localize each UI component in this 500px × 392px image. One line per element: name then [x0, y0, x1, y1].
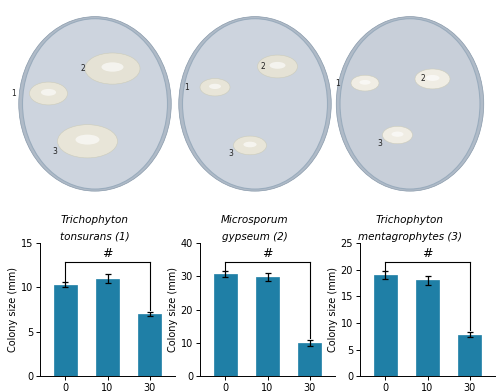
Text: 3: 3 — [52, 147, 58, 156]
Y-axis label: Colony size (mm): Colony size (mm) — [168, 267, 178, 352]
Bar — [256, 277, 279, 376]
Ellipse shape — [258, 55, 298, 78]
Ellipse shape — [234, 136, 266, 155]
Text: tonsurans (1): tonsurans (1) — [60, 232, 130, 242]
Ellipse shape — [58, 125, 118, 158]
Bar — [298, 343, 322, 376]
Text: 1: 1 — [335, 79, 340, 87]
Bar — [416, 280, 439, 376]
Ellipse shape — [30, 82, 68, 105]
Y-axis label: Colony size (mm): Colony size (mm) — [328, 267, 338, 352]
Ellipse shape — [22, 19, 168, 189]
Text: 2: 2 — [260, 62, 265, 71]
Bar — [214, 274, 237, 376]
Text: #: # — [422, 247, 433, 260]
Bar — [96, 279, 119, 376]
Text: 1: 1 — [11, 89, 16, 98]
Text: 10 μg/mL: 10 μg/mL — [230, 6, 280, 16]
Ellipse shape — [200, 78, 230, 96]
Text: mentagrophytes (3): mentagrophytes (3) — [358, 232, 462, 242]
Ellipse shape — [360, 80, 370, 85]
Text: 3: 3 — [228, 149, 234, 158]
Text: Trichophyton: Trichophyton — [61, 215, 129, 225]
Bar — [138, 314, 162, 376]
Text: gypseum (2): gypseum (2) — [222, 232, 288, 242]
Text: 0 μg/mL: 0 μg/mL — [74, 6, 116, 16]
Text: 30 μg/mL: 30 μg/mL — [386, 6, 434, 16]
Text: 2: 2 — [80, 64, 85, 73]
Text: #: # — [102, 247, 113, 260]
Bar — [374, 275, 397, 376]
Ellipse shape — [340, 19, 480, 189]
Ellipse shape — [392, 132, 404, 137]
Bar — [458, 335, 481, 376]
Text: #: # — [262, 247, 273, 260]
Ellipse shape — [19, 16, 171, 191]
Ellipse shape — [179, 16, 331, 191]
Ellipse shape — [102, 62, 124, 72]
Ellipse shape — [244, 142, 256, 147]
Bar — [54, 285, 77, 376]
Text: 1: 1 — [184, 83, 189, 92]
Text: 3: 3 — [378, 139, 382, 148]
Ellipse shape — [85, 53, 140, 84]
Ellipse shape — [209, 84, 221, 89]
Ellipse shape — [76, 134, 100, 145]
Text: Trichophyton: Trichophyton — [376, 215, 444, 225]
Text: A: A — [5, 6, 17, 21]
Text: Microsporum: Microsporum — [221, 215, 289, 225]
Ellipse shape — [382, 126, 412, 144]
Ellipse shape — [182, 19, 328, 189]
Y-axis label: Colony size (mm): Colony size (mm) — [8, 267, 18, 352]
Ellipse shape — [41, 89, 56, 96]
Ellipse shape — [415, 69, 450, 89]
Text: 2: 2 — [420, 74, 425, 83]
Ellipse shape — [336, 16, 484, 191]
Ellipse shape — [351, 75, 379, 91]
Ellipse shape — [270, 62, 285, 69]
Ellipse shape — [426, 75, 440, 81]
